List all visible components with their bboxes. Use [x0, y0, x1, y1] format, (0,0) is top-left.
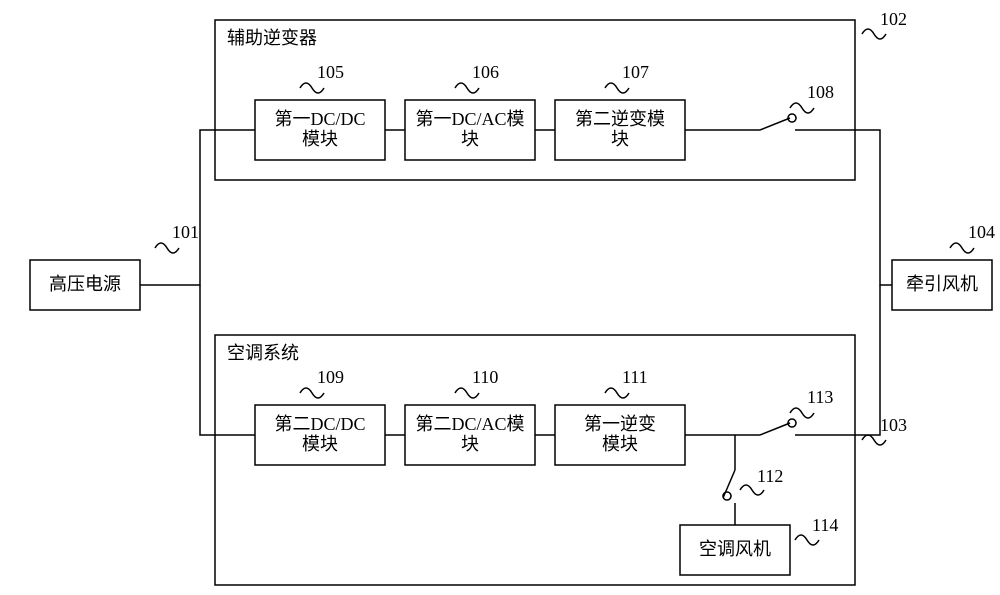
callout-squiggle: [155, 243, 179, 253]
ref-number: 111: [622, 367, 648, 387]
wire: [795, 285, 880, 435]
b107-label-line1: 块: [611, 129, 629, 149]
fan-label-line0: 牵引风机: [906, 274, 978, 294]
b105-label-line1: 模块: [302, 129, 338, 149]
callout-squiggle: [300, 388, 324, 398]
b106-label-line0: 第一DC/AC模: [415, 109, 524, 129]
wire: [795, 130, 892, 285]
ref-number: 107: [622, 62, 649, 82]
callout-squiggle: [795, 535, 819, 545]
ref-number: 104: [968, 222, 995, 242]
callout-squiggle: [605, 388, 629, 398]
b111-label-line0: 第一逆变: [584, 414, 656, 434]
callout-squiggle: [605, 83, 629, 93]
ref-number: 112: [757, 466, 783, 486]
b107-label-line0: 第二逆变模: [575, 109, 665, 129]
aux-label: 辅助逆变器: [227, 28, 317, 48]
callout-squiggle: [790, 408, 814, 418]
ref-number: 105: [317, 62, 344, 82]
ref-number: 103: [880, 415, 907, 435]
ref-number: 102: [880, 9, 907, 29]
ref-number: 106: [472, 62, 499, 82]
ref-number: 113: [807, 387, 833, 407]
wire: [760, 423, 790, 435]
ac-label: 空调系统: [227, 343, 299, 363]
ref-number: 114: [812, 515, 838, 535]
callout-squiggle: [950, 243, 974, 253]
callout-squiggle: [862, 435, 886, 445]
b109-label-line1: 模块: [302, 434, 338, 454]
ref-number: 110: [472, 367, 498, 387]
callout-squiggle: [790, 103, 814, 113]
b111-label-line1: 模块: [602, 434, 638, 454]
ref-number: 108: [807, 82, 834, 102]
b105-label-line0: 第一DC/DC: [274, 109, 365, 129]
acfan-label-line0: 空调风机: [699, 539, 771, 559]
b109-label-line0: 第二DC/DC: [274, 414, 365, 434]
b110-label-line0: 第二DC/AC模: [415, 414, 524, 434]
wire: [723, 470, 735, 498]
wire: [760, 118, 790, 130]
callout-squiggle: [455, 83, 479, 93]
b110-label-line1: 块: [461, 434, 479, 454]
ref-number: 101: [172, 222, 199, 242]
callout-squiggle: [455, 388, 479, 398]
b106-label-line1: 块: [461, 129, 479, 149]
callout-squiggle: [740, 485, 764, 495]
hv-label-line0: 高压电源: [49, 274, 121, 294]
wire: [140, 130, 255, 285]
callout-squiggle: [862, 29, 886, 39]
ref-number: 109: [317, 367, 344, 387]
callout-squiggle: [300, 83, 324, 93]
